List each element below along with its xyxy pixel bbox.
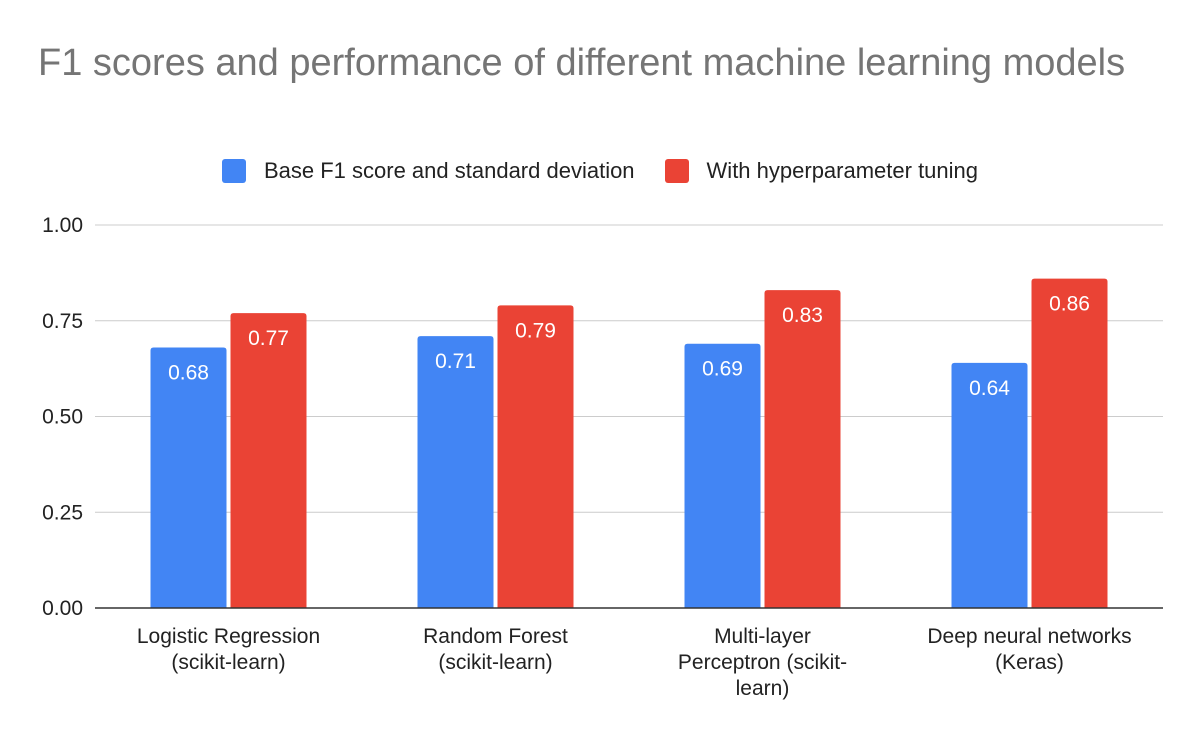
legend-label-base: Base F1 score and standard deviation [263, 158, 635, 183]
axis-layer: 0.00 0.25 0.50 0.75 1.00 Logistic Regression (… [42, 214, 1163, 700]
legend-item-tuned[interactable]: With hyperparameter tuning [664, 158, 979, 184]
y-tick-label: 0.50 [42, 406, 83, 429]
data-label: 0.83 [782, 304, 823, 327]
legend: Base F1 score and standard deviation Wit… [0, 158, 1200, 184]
x-category-label: Perceptron (scikit- [678, 651, 847, 674]
bar-base[interactable] [150, 347, 227, 608]
legend-swatch-base [221, 159, 246, 183]
x-category-label: Deep neural networks [927, 625, 1131, 648]
bar-tuned[interactable] [1031, 278, 1108, 608]
data-label: 0.77 [248, 327, 289, 350]
y-tick-label: 0.00 [42, 597, 83, 620]
data-label: 0.64 [969, 377, 1010, 400]
bar-layer: 0.68 0.77 0.71 0.79 0.69 0.83 0.64 0.86 [150, 278, 1108, 608]
x-category-label: (scikit-learn) [171, 651, 285, 674]
y-tick-label: 0.75 [42, 310, 83, 333]
x-category-label: (scikit-learn) [438, 651, 552, 674]
bar-tuned[interactable] [230, 313, 307, 608]
bar-base[interactable] [417, 336, 494, 608]
data-label: 0.71 [435, 350, 476, 373]
data-label: 0.68 [168, 362, 209, 385]
x-category-label: Logistic Regression [137, 625, 320, 648]
y-tick-label: 1.00 [42, 214, 83, 237]
legend-swatch-tuned [664, 159, 689, 183]
data-label: 0.86 [1049, 293, 1090, 316]
bar-tuned[interactable] [764, 290, 841, 608]
x-category-label: learn) [736, 677, 790, 700]
x-category-label: Random Forest [423, 625, 568, 648]
data-label: 0.79 [515, 319, 556, 342]
x-category-label: Multi-layer [714, 625, 811, 648]
bar-base[interactable] [684, 343, 761, 608]
bar-tuned[interactable] [497, 305, 574, 608]
data-label: 0.69 [702, 358, 743, 381]
y-tick-label: 0.25 [42, 501, 83, 524]
legend-label-tuned: With hyperparameter tuning [706, 158, 979, 183]
chart-title: F1 scores and performance of different m… [38, 42, 1126, 84]
legend-item-base[interactable]: Base F1 score and standard deviation [221, 158, 635, 184]
bar-base[interactable] [951, 362, 1028, 608]
x-category-label: (Keras) [995, 651, 1064, 674]
